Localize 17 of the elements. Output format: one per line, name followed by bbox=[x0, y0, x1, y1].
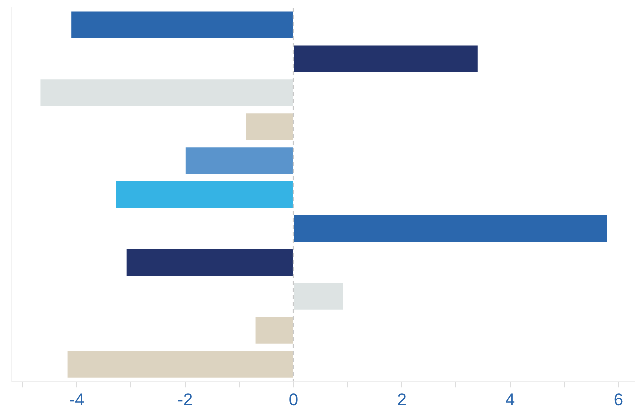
bar bbox=[294, 46, 478, 72]
bar bbox=[294, 283, 344, 310]
bar bbox=[116, 182, 294, 208]
bar bbox=[246, 114, 294, 140]
bar bbox=[68, 351, 294, 378]
x-tick-label: 0 bbox=[288, 390, 298, 410]
bar bbox=[294, 216, 608, 242]
bar bbox=[186, 148, 294, 174]
bar bbox=[256, 317, 294, 344]
x-tick-label: 2 bbox=[397, 390, 407, 410]
bar bbox=[126, 249, 294, 276]
bar bbox=[40, 80, 294, 106]
x-tick-label: 4 bbox=[506, 390, 516, 410]
bar bbox=[72, 12, 294, 38]
x-tick-label: 6 bbox=[614, 390, 624, 410]
x-tick-label: -2 bbox=[178, 390, 193, 410]
x-tick-label: -4 bbox=[69, 390, 85, 410]
